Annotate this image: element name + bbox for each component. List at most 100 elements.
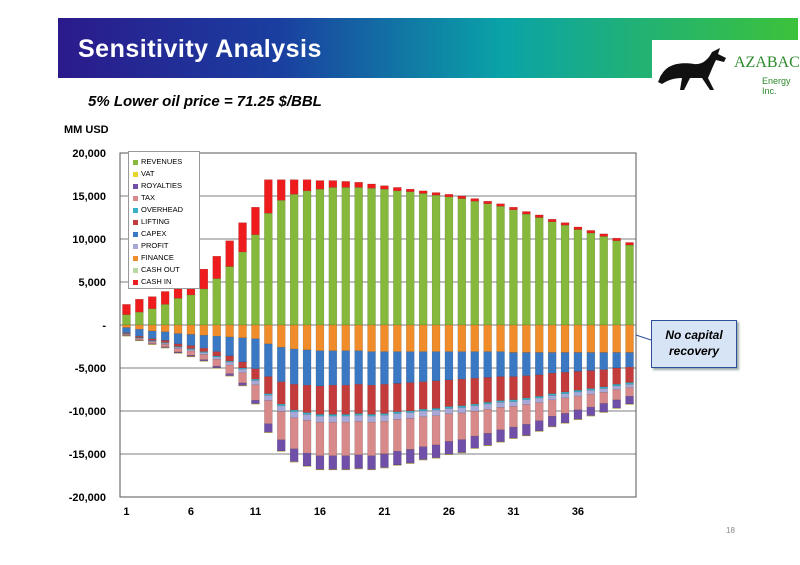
bar-tax (212, 359, 221, 367)
legend-swatch (133, 207, 138, 213)
bar-royalties (160, 346, 170, 348)
bar-finance (122, 324, 131, 328)
bar-capex (586, 352, 596, 371)
bar-revenues (560, 225, 570, 326)
y-tick-label: -10,000 (69, 406, 106, 418)
company-logo: AZABACHE Energy Inc. (652, 40, 800, 96)
bar-royalties (380, 453, 389, 468)
legend-item: CASH IN (133, 276, 171, 287)
bar-capex (148, 330, 157, 339)
bar-finance (406, 324, 415, 352)
bar-cash-in (509, 206, 518, 210)
bar-capex (238, 337, 247, 363)
bar-cash-in (573, 226, 583, 230)
legend-label: PROFIT (141, 241, 169, 250)
bar-overhead (354, 413, 363, 416)
bar-vat (444, 454, 454, 456)
bar-tax (354, 421, 363, 456)
legend-label: FINANCE (141, 253, 174, 262)
bar-profit (367, 415, 376, 423)
legend-label: VAT (141, 169, 155, 178)
bar-finance (418, 324, 428, 352)
bar-lifting (341, 385, 350, 415)
bar-cash-in (393, 187, 402, 192)
bar-cash-in (135, 299, 144, 313)
bar-capex (354, 350, 363, 385)
bar-tax (586, 394, 596, 408)
bar-overhead (341, 414, 350, 417)
bar-royalties (457, 439, 467, 453)
bar-royalties (367, 455, 376, 470)
chart-legend: REVENUES VAT ROYALTIES TAX OVERHEAD LIFTING CA… (128, 151, 200, 289)
bar-tax (509, 406, 518, 428)
bar-capex (225, 336, 234, 357)
bar-revenues (302, 190, 312, 326)
bar-revenues (535, 217, 544, 326)
bar-profit (251, 380, 260, 386)
bar-cash-in (302, 179, 312, 192)
bar-finance (199, 324, 209, 336)
bar-revenues (431, 194, 441, 326)
bar-finance (380, 324, 389, 352)
bar-lifting (418, 381, 428, 410)
y-tick-label: -15,000 (69, 449, 106, 461)
bar-revenues (599, 236, 608, 326)
bar-royalties (212, 365, 221, 369)
bar-tax (406, 418, 415, 450)
bar-revenues (470, 200, 479, 326)
legend-swatch (133, 195, 138, 201)
bar-royalties (225, 373, 234, 377)
bar-lifting (483, 377, 492, 403)
bar-capex (186, 334, 196, 346)
bar-vat (264, 432, 273, 434)
bar-tax (186, 350, 196, 356)
bar-overhead (625, 382, 634, 385)
bar-royalties (522, 424, 531, 436)
y-tick-label: - (102, 320, 106, 332)
bar-overhead (612, 384, 621, 387)
bar-vat (535, 430, 544, 432)
bar-profit (418, 410, 428, 417)
bar-finance (277, 324, 286, 348)
bar-cash-in (380, 185, 389, 190)
x-tick-label: 31 (507, 506, 519, 518)
bar-capex (135, 329, 144, 337)
bar-finance (496, 324, 505, 352)
bar-profit (225, 362, 234, 366)
legend-item: CASH OUT (133, 264, 180, 275)
callout-box: No capital recovery (651, 320, 737, 368)
bar-revenues (160, 304, 170, 326)
bar-vat (457, 452, 467, 454)
bar-overhead (315, 414, 325, 417)
legend-label: ROYALTIES (141, 181, 182, 190)
y-tick-label: -5,000 (75, 363, 106, 375)
bar-revenues (277, 200, 286, 326)
bar-revenues (522, 213, 531, 326)
bar-lifting (586, 370, 596, 389)
bar-lifting (522, 375, 531, 399)
bar-vat (522, 435, 531, 437)
bar-royalties (612, 399, 621, 409)
bar-capex (277, 347, 286, 382)
bar-vat (160, 347, 170, 349)
bar-cash-in (431, 192, 441, 196)
bar-capex (547, 352, 557, 374)
legend-item: PROFIT (133, 240, 169, 251)
bar-tax (122, 334, 131, 336)
bar-tax (160, 344, 170, 348)
bar-revenues (625, 244, 634, 326)
bar-profit (380, 415, 389, 422)
bar-profit (509, 401, 518, 407)
bar-profit (560, 393, 570, 399)
bar-royalties (406, 449, 415, 464)
bar-overhead (470, 403, 479, 407)
bar-cash-in (535, 214, 544, 218)
bar-cash-in (251, 206, 260, 235)
bar-capex (457, 351, 467, 380)
legend-swatch (133, 219, 138, 225)
bar-cash-in (315, 180, 325, 190)
bar-revenues (238, 251, 247, 326)
bar-vat (328, 469, 338, 471)
bar-capex (328, 350, 338, 386)
bar-cash-in (148, 296, 157, 309)
